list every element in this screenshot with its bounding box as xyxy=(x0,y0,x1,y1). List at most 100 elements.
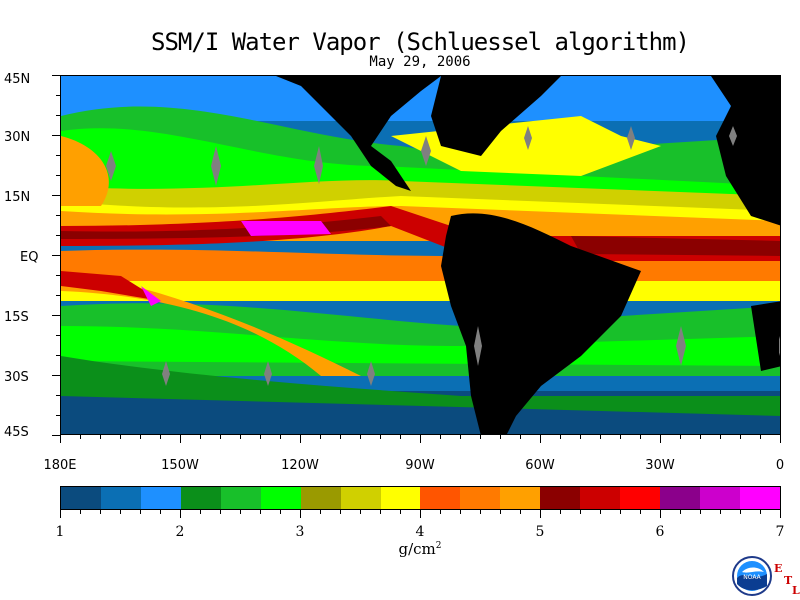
map-title: SSM/I Water Vapor (Schluessel algorithm) xyxy=(151,28,690,56)
colorbar-label-5: 5 xyxy=(535,524,545,540)
colorbar-tick xyxy=(780,510,781,518)
noaa-logo-icon: NOAA xyxy=(732,556,772,596)
lat-label-45n: 45N xyxy=(4,72,31,87)
colorbar-units: g/cm2 xyxy=(0,540,800,558)
colorbar-tick xyxy=(580,510,581,514)
colorbar-segment-16 xyxy=(660,487,700,509)
colorbar-label-2: 2 xyxy=(175,524,185,540)
colorbar-tick xyxy=(500,510,501,514)
colorbar-tick xyxy=(340,510,341,514)
lat-label-30s: 30S xyxy=(4,370,29,385)
lon-label-60w: 60W xyxy=(525,458,555,473)
colorbar-tick xyxy=(540,510,541,518)
lat-tick xyxy=(52,435,60,436)
lon-tick xyxy=(440,435,441,439)
colorbar-segment-10 xyxy=(420,487,461,509)
lat-tick xyxy=(52,135,60,136)
colorbar-segment-8 xyxy=(340,487,381,509)
colorbar-tick xyxy=(300,510,301,518)
lon-tick xyxy=(80,435,81,439)
colorbar-tick xyxy=(440,510,441,514)
colorbar-tick xyxy=(120,510,121,514)
lon-label-150w: 150W xyxy=(161,458,199,473)
lat-label-15n: 15N xyxy=(4,190,31,205)
colorbar-tick xyxy=(600,510,601,514)
colorbar-tick xyxy=(360,510,361,514)
lat-label-15s: 15S xyxy=(4,310,29,325)
etl-letter-e: E xyxy=(774,562,783,575)
lat-tick xyxy=(56,275,60,276)
lon-label-30w: 30W xyxy=(645,458,675,473)
colorbar-tick xyxy=(280,510,281,514)
colorbar-label-1: 1 xyxy=(55,524,65,540)
colorbar-label-6: 6 xyxy=(655,524,665,540)
colorbar-tick xyxy=(660,510,661,518)
colorbar-tick xyxy=(560,510,561,514)
lon-tick xyxy=(60,435,61,443)
lon-tick xyxy=(600,435,601,439)
lon-tick xyxy=(160,435,161,439)
lon-tick xyxy=(780,435,781,443)
lat-tick xyxy=(56,335,60,336)
etl-letter-t: T xyxy=(784,574,793,587)
colorbar-tick xyxy=(160,510,161,514)
lat-tick xyxy=(56,355,60,356)
lon-tick xyxy=(520,435,521,439)
colorbar-tick xyxy=(140,510,141,514)
lat-tick xyxy=(56,115,60,116)
lat-tick xyxy=(56,395,60,396)
lon-tick xyxy=(360,435,361,439)
water-vapor-map xyxy=(60,75,781,435)
lat-tick xyxy=(56,295,60,296)
colorbar-segment-14 xyxy=(580,487,621,509)
lon-tick xyxy=(580,435,581,439)
lon-label-180e: 180E xyxy=(43,458,77,473)
colorbar-label-3: 3 xyxy=(295,524,305,540)
colorbar-tick xyxy=(80,510,81,514)
lon-tick xyxy=(320,435,321,439)
lon-tick xyxy=(300,435,301,443)
colorbar-tick xyxy=(480,510,481,514)
colorbar xyxy=(60,486,781,510)
colorbar-segment-12 xyxy=(500,487,541,509)
colorbar-segment-6 xyxy=(260,487,301,509)
colorbar-tick xyxy=(520,510,521,514)
lon-tick xyxy=(280,435,281,439)
colorbar-tick xyxy=(200,510,201,514)
colorbar-segment-15 xyxy=(620,487,661,509)
lon-label-0: 0 xyxy=(775,458,785,473)
lat-label-eq: EQ xyxy=(20,250,39,265)
colorbar-segment-4 xyxy=(180,487,221,509)
lat-tick xyxy=(56,95,60,96)
colorbar-segment-5 xyxy=(220,487,261,509)
units-text: g/cm xyxy=(398,540,436,558)
lon-tick xyxy=(620,435,621,439)
lon-tick xyxy=(760,435,761,439)
lon-tick xyxy=(220,435,221,439)
colorbar-tick xyxy=(380,510,381,514)
lon-tick xyxy=(480,435,481,439)
colorbar-tick xyxy=(700,510,701,514)
lat-tick xyxy=(52,195,60,196)
lon-tick xyxy=(700,435,701,439)
colorbar-segment-9 xyxy=(380,487,421,509)
lon-label-90w: 90W xyxy=(405,458,435,473)
lon-tick xyxy=(200,435,201,439)
lon-tick xyxy=(560,435,561,439)
lat-tick xyxy=(56,235,60,236)
colorbar-tick xyxy=(460,510,461,514)
colorbar-tick xyxy=(100,510,101,514)
colorbar-tick xyxy=(320,510,321,514)
lon-tick xyxy=(260,435,261,439)
lon-tick xyxy=(740,435,741,439)
colorbar-segment-13 xyxy=(540,487,581,509)
lon-tick xyxy=(140,435,141,439)
colorbar-tick xyxy=(400,510,401,514)
colorbar-segment-11 xyxy=(460,487,501,509)
colorbar-tick xyxy=(620,510,621,514)
colorbar-tick xyxy=(420,510,421,518)
lon-label-120w: 120W xyxy=(281,458,319,473)
lat-tick xyxy=(52,315,60,316)
colorbar-label-4: 4 xyxy=(415,524,425,540)
lon-tick xyxy=(720,435,721,439)
